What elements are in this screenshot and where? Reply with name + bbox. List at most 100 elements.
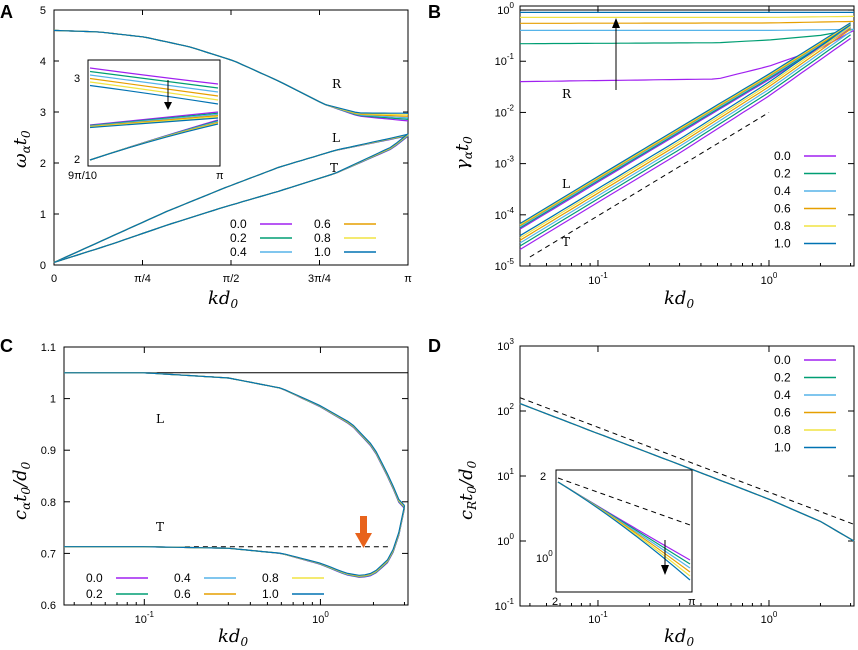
b-curve-T-0.6 bbox=[519, 28, 851, 241]
b-label-r: R bbox=[562, 87, 572, 101]
b-ytick-0: 10-5 bbox=[495, 257, 515, 273]
c-curve-T-0.6 bbox=[64, 506, 406, 577]
a-curve-L-1.0 bbox=[53, 133, 409, 263]
b-curve-L-1.0 bbox=[519, 22, 851, 225]
legend-a: 0.00.20.4 0.60.81.0 bbox=[230, 217, 376, 259]
c-xtick-1: 100 bbox=[312, 610, 329, 626]
b-ytick-4: 10-1 bbox=[495, 52, 515, 68]
b-ytick-3: 10-2 bbox=[495, 103, 515, 119]
inset-a-mid-0.6 bbox=[89, 115, 219, 128]
label-t: T bbox=[330, 161, 338, 175]
d-xtick-1: 100 bbox=[761, 610, 778, 626]
a-xtick-2: π/2 bbox=[223, 273, 240, 285]
legend-c-label-4: 0.6 bbox=[174, 587, 191, 601]
b-label-l: L bbox=[562, 177, 570, 191]
b-curve-T-0.8 bbox=[519, 26, 851, 239]
a-xtick-3: 3π/4 bbox=[308, 273, 331, 285]
inset-a-mid-0.0 bbox=[89, 111, 219, 126]
d-ytick-0: 10-1 bbox=[495, 597, 515, 613]
c-ylabel: cαt0/d0 bbox=[10, 461, 33, 520]
legend-c-label-1: 0.4 bbox=[174, 571, 191, 585]
legend-b-label-0.2: 0.2 bbox=[774, 167, 791, 181]
a-xtick-0: 0 bbox=[51, 273, 57, 285]
a-curve-R-1.0 bbox=[53, 29, 409, 114]
c-ytick-3: 0.9 bbox=[41, 445, 56, 457]
inset-d-ytick-2: 2 bbox=[540, 471, 546, 483]
b-curve-L-0.2 bbox=[519, 26, 851, 229]
c-ytick-2: 0.8 bbox=[41, 497, 56, 509]
b-curve-R-0.8 bbox=[520, 15, 855, 18]
b-label-t: T bbox=[562, 235, 570, 249]
c-curve-T-1.0 bbox=[64, 505, 406, 576]
legend-d-label-0.0: 0.0 bbox=[774, 353, 791, 367]
legend-d-label-0.4: 0.4 bbox=[774, 388, 791, 402]
inset-a-ytick-3: 3 bbox=[74, 73, 80, 85]
inset-a-frame bbox=[87, 59, 221, 167]
inset-a-upper-0.8 bbox=[89, 81, 219, 101]
legend-a-label-0.6: 0.6 bbox=[314, 217, 331, 231]
inset-a-upper-0.4 bbox=[89, 74, 219, 93]
inset-d-xtick-2: 2 bbox=[552, 596, 558, 608]
a-ytick-0: 0 bbox=[40, 260, 46, 272]
inset-a-upper-0.0 bbox=[89, 67, 219, 85]
b-curve-L-0.8 bbox=[519, 23, 851, 226]
legend-b-label-1.0: 1.0 bbox=[774, 237, 791, 251]
legend-c-label-5: 1.0 bbox=[262, 587, 279, 601]
d-ytick-3: 102 bbox=[497, 402, 514, 418]
c-label-l: L bbox=[156, 412, 164, 426]
inset-a-upper-0.6 bbox=[89, 77, 219, 97]
inset-a-mid-0.8 bbox=[89, 116, 219, 128]
panel-b-frame bbox=[519, 5, 855, 267]
a-curve-T-1.0 bbox=[53, 133, 409, 263]
d-slope-line bbox=[519, 397, 855, 525]
d-xtick-0: 10-1 bbox=[588, 610, 608, 626]
inset-a-xtick-pi: π bbox=[216, 170, 224, 182]
panel-a: A 0 π/4 π/2 3π/4 π 0 1 2 3 4 5 R L T 3 2 9π/10 π 0… bbox=[0, 2, 412, 311]
label-r: R bbox=[332, 77, 342, 91]
legend-a-label-0.8: 0.8 bbox=[314, 231, 331, 245]
b-ytick-5: 100 bbox=[497, 1, 514, 17]
legend-c-label-2: 0.8 bbox=[262, 571, 279, 585]
c-xlabel: kd0 bbox=[218, 626, 248, 649]
b-curve-L-0.4 bbox=[519, 25, 851, 228]
inset-d-arrow-head bbox=[661, 565, 669, 575]
inset-d-xtick-pi: π bbox=[688, 596, 696, 608]
c-curve-L-0.0 bbox=[64, 372, 405, 509]
b-curve-L-0.6 bbox=[519, 24, 851, 227]
inset-a-mid-0.2 bbox=[89, 112, 219, 127]
d-xlabel: kd0 bbox=[664, 626, 694, 649]
legend-d-label-1.0: 1.0 bbox=[774, 441, 791, 455]
c-curve-T-0.8 bbox=[64, 505, 406, 577]
c-ytick-4: 1 bbox=[50, 394, 56, 406]
panel-c-label: C bbox=[0, 336, 13, 356]
b-arrow-head bbox=[612, 18, 620, 28]
inset-d-frame bbox=[555, 469, 693, 593]
c-curve-L-0.8 bbox=[64, 372, 405, 507]
inset-a-ytick-2: 2 bbox=[74, 154, 80, 166]
legend-b-label-0.6: 0.6 bbox=[774, 202, 791, 216]
legend-d-label-0.2: 0.2 bbox=[774, 371, 791, 385]
c-xtick-0: 10-1 bbox=[135, 610, 155, 626]
a-ytick-4: 4 bbox=[40, 56, 46, 68]
legend-d: 0.0 0.2 0.4 0.6 0.8 1.0 bbox=[774, 353, 836, 455]
label-l: L bbox=[332, 131, 340, 145]
legend-d-label-0.6: 0.6 bbox=[774, 406, 791, 420]
d-ytick-4: 103 bbox=[497, 337, 514, 353]
b-curve-T-0.4 bbox=[519, 31, 851, 244]
panel-c-frame bbox=[63, 346, 409, 606]
inset-a-xtick-9pi10: 9π/10 bbox=[68, 170, 97, 182]
b-ytick-2: 10-3 bbox=[495, 155, 515, 171]
d-ylabel: cRt0/d0 bbox=[456, 460, 479, 520]
panel-a-label: A bbox=[0, 2, 13, 22]
b-ylabel: γαt0 bbox=[452, 136, 475, 170]
c-curve-T-0.2 bbox=[64, 507, 406, 578]
b-curve-R-0.2 bbox=[520, 28, 855, 45]
b-curve-R-0.6 bbox=[520, 20, 855, 24]
legend-a-label-0.4: 0.4 bbox=[230, 245, 247, 259]
d-curve-1.0 bbox=[519, 403, 855, 542]
b-curve-T-1.0 bbox=[519, 24, 851, 237]
c-curve-T-0.0 bbox=[64, 508, 406, 578]
panel-b-label: B bbox=[428, 2, 441, 22]
legend-b: 0.0 0.2 0.4 0.6 0.8 1.0 bbox=[774, 149, 836, 251]
